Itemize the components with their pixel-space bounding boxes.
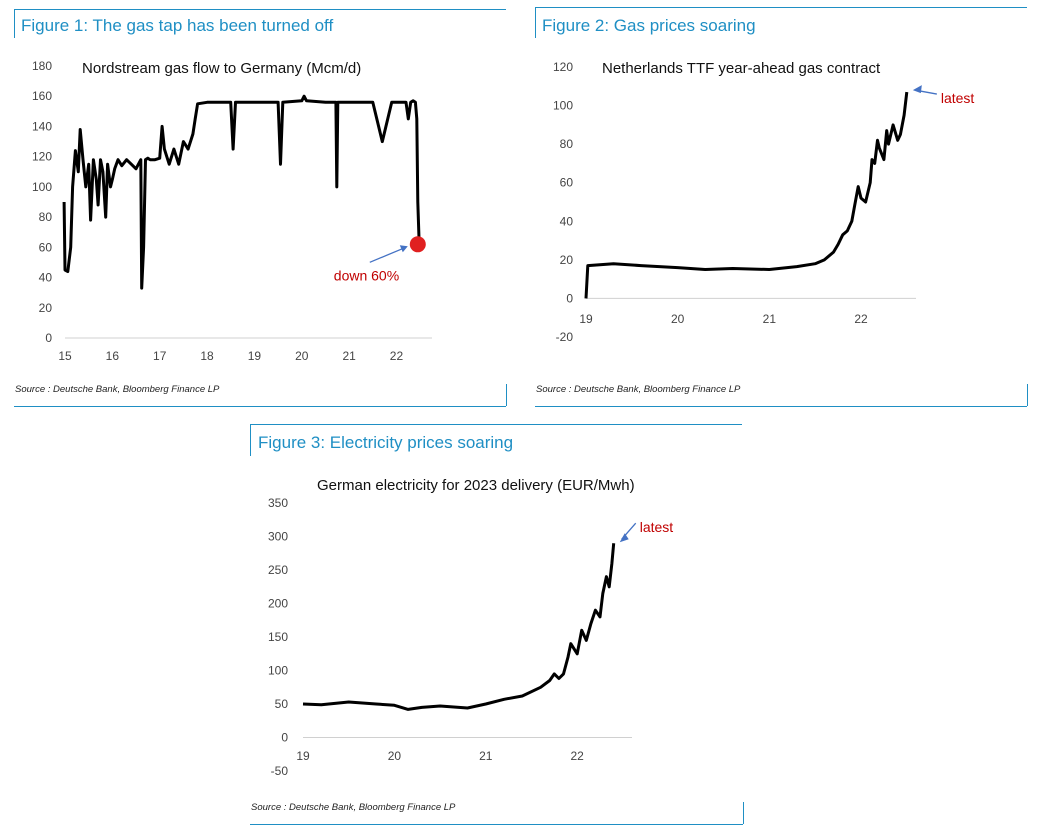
chart-1-y-tick-label: 80 — [39, 210, 53, 224]
chart-3-y-tick-label: 100 — [268, 664, 288, 678]
figure-1-frame-top — [14, 9, 506, 10]
chart-3-series-line — [302, 543, 616, 711]
chart-3-annotation-label: latest — [640, 519, 674, 535]
chart-1-x-tick-label: 17 — [153, 349, 167, 363]
chart-2-series-line — [584, 91, 909, 299]
chart-1-x-tick-label: 22 — [390, 349, 404, 363]
chart-1-y-tick-label: 100 — [32, 180, 52, 194]
figure-3-frame-top — [250, 424, 742, 425]
figure-2-source: Source : Deutsche Bank, Bloomberg Financ… — [536, 384, 741, 395]
figure-1-frame-left — [14, 9, 15, 38]
chart-3-title: German electricity for 2023 delivery (EU… — [317, 477, 635, 494]
chart-2-x-tick-label: 21 — [763, 312, 777, 326]
chart-1-title: Nordstream gas flow to Germany (Mcm/d) — [82, 60, 361, 77]
chart-3-x-tick-label: 22 — [570, 749, 584, 763]
chart-2-y-tick-label: 0 — [566, 291, 573, 305]
figure-2-frame-top — [535, 7, 1027, 8]
chart-1-y-tick-label: 40 — [39, 271, 53, 285]
chart-3-y-tick-label: 250 — [268, 563, 288, 577]
chart-2-y-tick-label: -20 — [556, 330, 574, 344]
chart-1-y-tick-label: 60 — [39, 240, 53, 254]
chart-2-y-tick-label: 80 — [560, 137, 574, 151]
figure-2-frame-bottom — [535, 406, 1027, 407]
chart-3-annotation-arrowhead — [619, 533, 629, 543]
chart-3-y-tick-label: 150 — [268, 630, 288, 644]
chart-1-y-tick-label: 160 — [32, 89, 52, 103]
chart-1-x-tick-label: 15 — [58, 349, 72, 363]
chart-1-y-tick-label: 120 — [32, 150, 52, 164]
chart-2-x-tick-label: 20 — [671, 312, 685, 326]
figure-2-frame-right — [1027, 384, 1028, 406]
figure-3-frame-left — [250, 424, 251, 456]
chart-1-x-tick-label: 19 — [248, 349, 262, 363]
chart-2-annotation-label: latest — [941, 90, 975, 106]
chart-1-y-tick-label: 0 — [45, 331, 52, 345]
figure-1-source: Source : Deutsche Bank, Bloomberg Financ… — [15, 384, 220, 395]
chart-1-annotation-label: down 60% — [334, 267, 399, 283]
figure-1-frame-right — [506, 384, 507, 406]
chart-1-x-tick-label: 20 — [295, 349, 309, 363]
chart-3-y-tick-label: 0 — [281, 731, 288, 745]
chart-1-series-line — [62, 94, 421, 290]
chart-3-y-tick-label: 50 — [275, 697, 289, 711]
chart-1-end-marker — [409, 236, 426, 253]
figure-1-heading: Figure 1: The gas tap has been turned of… — [21, 16, 334, 35]
chart-3-y-tick-label: 350 — [268, 496, 288, 510]
chart-2-y-tick-label: 100 — [553, 99, 573, 113]
chart-1-y-tick-label: 140 — [32, 119, 52, 133]
chart-3-y-tick-label: -50 — [271, 764, 289, 778]
figure-3-heading: Figure 3: Electricity prices soaring — [258, 433, 514, 452]
chart-3-x-tick-label: 19 — [296, 749, 310, 763]
chart-3-x-tick-label: 21 — [479, 749, 493, 763]
chart-1-x-tick-label: 21 — [342, 349, 356, 363]
chart-2-y-tick-label: 40 — [560, 214, 574, 228]
chart-3-x-tick-label: 20 — [388, 749, 402, 763]
chart-2-x-tick-label: 22 — [854, 312, 868, 326]
chart-1-y-tick-label: 180 — [32, 59, 52, 73]
chart-1-annotation-arrow — [369, 246, 407, 263]
figure-2-frame-left — [535, 7, 536, 38]
chart-2-x-tick-label: 19 — [579, 312, 593, 326]
chart-3-y-tick-label: 300 — [268, 530, 288, 544]
chart-2-y-tick-label: 120 — [553, 60, 573, 74]
chart-2-y-tick-label: 60 — [560, 176, 574, 190]
figure-3-frame-bottom — [250, 824, 743, 825]
chart-1-y-tick-label: 20 — [39, 301, 53, 315]
chart-1-x-tick-label: 18 — [200, 349, 214, 363]
figure-3-frame-right — [743, 802, 744, 824]
figure-2-heading: Figure 2: Gas prices soaring — [542, 16, 756, 35]
chart-2-title: Netherlands TTF year-ahead gas contract — [602, 60, 881, 77]
figure-3-source: Source : Deutsche Bank, Bloomberg Financ… — [251, 802, 456, 813]
chart-1-annotation-arrowhead — [399, 245, 408, 253]
figure-1-frame-bottom — [14, 406, 506, 407]
chart-1-x-tick-label: 16 — [106, 349, 120, 363]
chart-2-annotation-arrowhead — [912, 85, 922, 94]
chart-3-y-tick-label: 200 — [268, 597, 288, 611]
chart-2-y-tick-label: 20 — [560, 253, 574, 267]
